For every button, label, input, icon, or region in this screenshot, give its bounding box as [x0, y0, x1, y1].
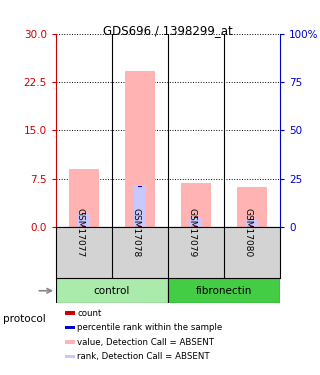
Text: fibronectin: fibronectin — [196, 286, 252, 296]
Text: value, Detection Call = ABSENT: value, Detection Call = ABSENT — [77, 338, 214, 346]
Bar — [190, 217, 202, 227]
Bar — [78, 213, 90, 227]
Bar — [250, 219, 254, 220]
Bar — [138, 186, 142, 187]
Bar — [82, 226, 86, 227]
Text: GDS696 / 1398299_at: GDS696 / 1398299_at — [103, 24, 233, 38]
Bar — [168, 278, 280, 303]
Text: rank, Detection Call = ABSENT: rank, Detection Call = ABSENT — [77, 352, 210, 361]
Bar — [65, 340, 75, 344]
Bar — [65, 311, 75, 315]
Bar — [138, 226, 142, 227]
Text: GSM17078: GSM17078 — [131, 209, 140, 258]
Text: percentile rank within the sample: percentile rank within the sample — [77, 323, 222, 332]
Text: GSM17077: GSM17077 — [75, 209, 84, 258]
Text: protocol: protocol — [3, 315, 46, 324]
Text: GSM17079: GSM17079 — [187, 209, 196, 258]
Bar — [124, 71, 156, 227]
Bar — [236, 187, 268, 227]
Bar — [180, 183, 212, 227]
Bar — [68, 169, 100, 227]
Bar — [134, 185, 146, 227]
Text: GSM17080: GSM17080 — [243, 209, 252, 258]
Bar — [250, 226, 254, 227]
Text: control: control — [94, 286, 130, 296]
Bar — [194, 226, 198, 227]
Text: count: count — [77, 309, 102, 318]
Bar — [82, 213, 86, 214]
Bar — [56, 278, 168, 303]
Bar — [65, 326, 75, 329]
Bar — [194, 217, 198, 218]
Bar — [246, 219, 258, 227]
Bar — [65, 355, 75, 358]
